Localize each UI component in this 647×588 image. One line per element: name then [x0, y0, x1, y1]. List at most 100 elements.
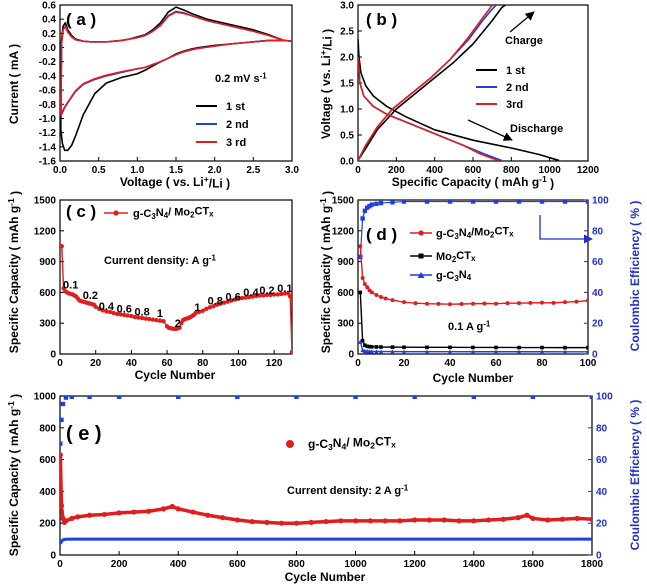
panel-c-rate-label: 0.1 — [63, 279, 78, 291]
panel-d-composite-point — [494, 301, 498, 306]
panel-a-x-tick-label: 2.0 — [208, 165, 222, 176]
panel-d-mo2ctx-point — [586, 345, 588, 350]
panel-e-capacity-point — [323, 519, 329, 525]
panel-d-gc3n4-point — [585, 349, 588, 354]
panel-b-plot-area: 0 200 400 600 800 1000 1200 0.0 0.5 1.0 1.5 2.0 2.5 3… — [340, 1, 599, 177]
panel-d-y2-tick-label: 60 — [592, 257, 604, 268]
panel-a-y-tick-label: 0.0 — [42, 43, 56, 54]
panel-c-data-point — [289, 349, 292, 354]
panel-c-data-point — [211, 304, 216, 309]
panel-c-rate-label: 0.8 — [134, 307, 149, 319]
panel-e-ce-point — [87, 396, 92, 399]
panel-d-mo2ctx-point — [363, 343, 367, 348]
panel-e: 0 200 400 600 800 1000 1200 1400 1600 18000200400… — [6, 392, 642, 585]
panel-e-capacity-point — [441, 517, 447, 523]
panel-d-x-tick-label: 40 — [444, 358, 456, 369]
panel-c-data-point — [129, 313, 134, 319]
panel-e-capacity-point — [367, 518, 373, 524]
panel-c-data-point — [60, 244, 64, 249]
panel-c-data-point — [214, 302, 220, 307]
panel-d-y2-tick-label: 20 — [592, 319, 604, 330]
panel-d: 0 20 40 60 80 1000300600900120015000204060801… — [318, 191, 642, 385]
panel-c-data-point — [271, 292, 277, 297]
panel-e-capacity-point — [60, 503, 65, 509]
panel-a-y-tick-label: -0.2 — [39, 57, 57, 68]
panel-d-composite-point — [402, 300, 406, 305]
panel-d-composite-point — [383, 296, 388, 301]
panel-d-legend-mo2ctx: Mo2​CTx​ — [436, 250, 476, 264]
panel-e-ce-point — [589, 396, 592, 399]
panel-c-data-point — [229, 298, 234, 303]
panel-e-capacity-point — [63, 518, 69, 524]
panel-c-data-point — [204, 306, 209, 312]
panel-e-y-tick-label: 600 — [39, 455, 56, 466]
panel-e-capacity-point — [338, 518, 344, 524]
panel-b-y-tick-label: 1.0 — [340, 105, 354, 116]
panel-d-composite-point — [358, 244, 363, 249]
panel-b-y-tick-label: 2.5 — [340, 27, 354, 38]
panel-d-current-density: 0.1 A g-1​ — [448, 319, 491, 333]
panel-c-data-point — [143, 316, 148, 321]
panel-c-data-point — [139, 315, 145, 321]
panel-a-y-tick-label: -1.4 — [39, 142, 57, 153]
panel-d-y2-axis-title: Coulombic Efficiency ( % ) — [628, 201, 642, 352]
panel-c-data-point — [268, 292, 273, 298]
panel-d-ce-point — [365, 205, 370, 210]
panel-d-ce-point — [516, 200, 522, 204]
panel-c-data-point — [207, 305, 213, 310]
panel-c-y-tick-label: 1500 — [34, 196, 57, 207]
panel-e-capacity-point — [456, 518, 462, 524]
panel-b-discharge-arrow — [467, 119, 513, 141]
panel-e-ce-point — [294, 396, 299, 399]
panel-c-legend-marker — [113, 210, 119, 216]
panel-c-rate-label: 1 — [194, 302, 200, 314]
panel-b-label: ( b ) — [366, 10, 397, 29]
panel-a-x-tick-label: 0.5 — [92, 165, 106, 176]
panel-c-y-tick-label: 0 — [50, 350, 56, 361]
panel-e-x-tick-label: 0 — [57, 559, 63, 570]
panel-e-capacity-point — [60, 452, 63, 458]
panel-d-ce-point — [424, 200, 430, 204]
panel-d-ce-point — [470, 200, 476, 204]
panel-d-mo2ctx-point — [540, 345, 544, 350]
panel-e-capacity-point — [219, 515, 226, 521]
panel-d-y-tick-label: 0 — [348, 350, 354, 361]
panel-c-rate-label: 0.1 — [277, 283, 292, 295]
panel-d-y2-tick-label: 100 — [592, 196, 609, 207]
panel-d-ce-point — [585, 200, 588, 204]
panel-e-x-tick-label: 600 — [229, 559, 246, 570]
panel-d-composite-point — [390, 298, 395, 303]
panel-d-y-tick-label: 600 — [337, 288, 354, 299]
panel-a-legend-3rd: 3 rd — [226, 137, 246, 149]
panel-c-data-point — [100, 308, 106, 313]
panel-c-data-point — [221, 300, 227, 305]
panel-c-x-tick-label: 100 — [230, 358, 247, 369]
panel-a-x-tick-label: 2.5 — [246, 165, 260, 176]
panel-a-x-tick-label: 1.5 — [169, 165, 183, 176]
panel-b-x-tick-label: 800 — [503, 165, 520, 176]
panel-e-x-axis-title: Cycle Number — [285, 570, 366, 584]
panel-e-capacity-point — [559, 516, 566, 522]
panel-a-y-tick-label: -1.6 — [39, 157, 57, 168]
panel-c-data-point — [157, 318, 163, 323]
panel-c-rate-label: 0.2 — [83, 290, 98, 302]
panel-e-capacity-point — [160, 506, 167, 512]
panel-e-capacity-point — [397, 518, 403, 524]
panel-a-y-tick-label: 0.6 — [42, 1, 56, 12]
panel-d-ce-point — [539, 200, 545, 204]
panel-e-capacity-point — [116, 510, 122, 516]
panel-d-y-tick-label: 1500 — [332, 196, 355, 207]
panel-e-ce-point — [530, 396, 536, 399]
panel-d-composite-point — [574, 299, 579, 304]
panel-a-x-tick-label: 1.0 — [130, 165, 144, 176]
panel-d-mo2ctx-point — [494, 345, 498, 350]
panel-d-x-tick-label: 0 — [355, 358, 361, 369]
panel-e-capacity-point — [101, 511, 107, 518]
panel-e-label: ( e ) — [66, 423, 102, 445]
panel-e-y-tick-label: 200 — [39, 519, 56, 530]
panel-e-capacity-point — [86, 512, 93, 518]
panel-c-data-point — [114, 311, 120, 317]
panel-d-label: ( d ) — [366, 225, 397, 244]
